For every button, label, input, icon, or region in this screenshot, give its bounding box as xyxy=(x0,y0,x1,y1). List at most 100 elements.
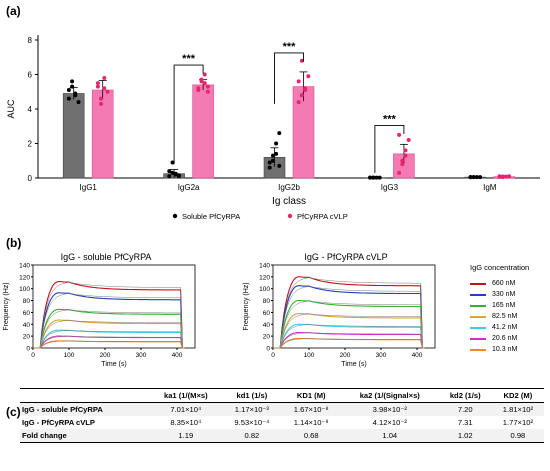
data-point xyxy=(105,89,110,94)
fit-curve xyxy=(273,313,425,349)
row-label: IgG - soluble PfCyRPA xyxy=(20,402,150,416)
bar xyxy=(62,93,85,179)
legend-label: Soluble PfCyRPA xyxy=(182,212,240,221)
table-cell: 1.77×10² xyxy=(502,418,533,427)
data-point xyxy=(400,158,405,163)
table-cell: 1.67×10⁻⁸ xyxy=(281,402,341,416)
data-point xyxy=(99,96,104,101)
data-point xyxy=(303,88,308,93)
y-tick-label: 6 xyxy=(28,71,33,80)
table-cell: 7.31 xyxy=(457,418,473,427)
data-point xyxy=(66,96,71,101)
table-cell: 7.01×10⁴ xyxy=(149,402,223,416)
data-point xyxy=(403,153,408,158)
data-point xyxy=(95,84,100,89)
fit-curve xyxy=(273,332,425,349)
y-tick-label: 60 xyxy=(263,310,271,317)
x-tick-label: IgM xyxy=(483,183,497,192)
legend-item: 20.6 nM xyxy=(470,333,548,344)
x-tick-label: 100 xyxy=(64,352,75,359)
sensor-curve xyxy=(33,308,185,349)
table-cell: 8.35×10⁴ xyxy=(170,418,202,427)
data-point xyxy=(70,79,75,84)
x-axis-label: Time (s) xyxy=(101,361,126,368)
data-point xyxy=(270,158,275,163)
fit-curve xyxy=(273,286,425,349)
data-point xyxy=(196,86,201,91)
table-cell: 1.14×10⁻⁸ xyxy=(293,418,329,427)
data-point xyxy=(474,175,479,180)
legend-item: 165 nM xyxy=(470,300,548,311)
y-tick-label: 20 xyxy=(263,334,271,341)
x-tick-label: IgG2b xyxy=(278,183,300,192)
table-cell: 9.53×10⁻⁴ xyxy=(234,418,270,427)
data-point xyxy=(296,100,301,105)
legend-swatch xyxy=(470,282,486,285)
data-point xyxy=(368,175,373,180)
data-point xyxy=(507,174,512,179)
x-tick-label: IgG1 xyxy=(80,183,98,192)
data-point xyxy=(202,72,207,77)
legend-title: IgG concentration xyxy=(470,263,530,272)
data-point xyxy=(406,138,411,143)
data-point xyxy=(267,160,272,165)
auc-bar-chart: 0 2 4 6 8 AUC Ig class IgG1 IgG2a IgG2b IgG3 IgM ***… xyxy=(6,35,540,221)
sensor-curve xyxy=(33,292,185,349)
data-point xyxy=(306,74,311,79)
y-tick-label: 8 xyxy=(28,36,33,45)
table-cell: 7.20 xyxy=(438,402,492,416)
x-tick-label: 300 xyxy=(376,352,387,359)
column-header xyxy=(20,388,150,403)
data-point xyxy=(299,93,304,98)
y-tick-label: 40 xyxy=(23,322,31,329)
legend-swatch xyxy=(470,315,486,318)
legend-item: 660 nM xyxy=(470,278,548,289)
sensor-curve xyxy=(33,335,185,349)
fit-curve xyxy=(273,324,425,349)
table-cell: 1.17×10⁻³ xyxy=(222,402,282,416)
column-header: kd1 (1/s) xyxy=(222,388,282,403)
legend-label: 20.6 nM xyxy=(492,335,518,342)
significance-bracket xyxy=(173,64,204,165)
data-point xyxy=(70,84,75,89)
legend-swatch xyxy=(470,304,486,307)
legend-item: 82.5 nM xyxy=(470,311,548,322)
data-point xyxy=(371,175,376,180)
column-header: kd2 (1/s) xyxy=(438,388,492,403)
table-cell: 1.19 xyxy=(149,429,223,443)
x-tick-label: 200 xyxy=(340,352,351,359)
y-tick-label: 0 xyxy=(28,174,33,183)
table-cell: 0.98 xyxy=(491,429,544,443)
data-point xyxy=(173,171,178,176)
legend-label: 82.5 nM xyxy=(492,313,518,320)
sensor-curve xyxy=(273,276,425,349)
table-cell: 4.12×10⁻² xyxy=(372,418,407,427)
panel-c-label: (c) xyxy=(6,405,21,419)
x-tick-label: IgG3 xyxy=(381,183,399,192)
sensorgram-soluble-chart: IgG - soluble PfCyRPA 0 20 40 60 80 100 120 140 0… xyxy=(3,252,196,368)
table-row: IgG - PfCyRPA cVLP 8.35×10⁴ 9.53×10⁻⁴ 1.14×… xyxy=(20,416,544,429)
plot-frame xyxy=(32,264,196,349)
data-point xyxy=(76,100,81,105)
y-tick-label: 120 xyxy=(19,274,30,281)
y-tick-label: 20 xyxy=(23,334,31,341)
data-point xyxy=(468,175,473,180)
fit-curve xyxy=(33,293,185,349)
significance-stars: *** xyxy=(283,41,297,53)
data-point xyxy=(99,101,104,106)
kinetics-table: ka1 (1/(M×s) kd1 (1/s) KD1 (M) ka2 (1/(Sign… xyxy=(20,388,544,443)
panel-b-label: (b) xyxy=(6,236,22,250)
y-tick-label: 140 xyxy=(259,263,270,270)
x-tick-label: 0 xyxy=(271,352,275,359)
plot-frame xyxy=(272,264,436,349)
data-point xyxy=(205,89,210,94)
chart-title: IgG - PfCyRPA cVLP xyxy=(304,252,387,262)
data-point xyxy=(176,174,181,179)
y-tick-label: 80 xyxy=(263,298,271,305)
sensor-curve xyxy=(273,337,425,349)
y-tick-label: 80 xyxy=(23,298,31,305)
data-point xyxy=(403,148,408,153)
y-tick-label: 140 xyxy=(19,263,30,270)
sensor-curve xyxy=(273,323,425,349)
y-tick-label: 120 xyxy=(259,274,270,281)
